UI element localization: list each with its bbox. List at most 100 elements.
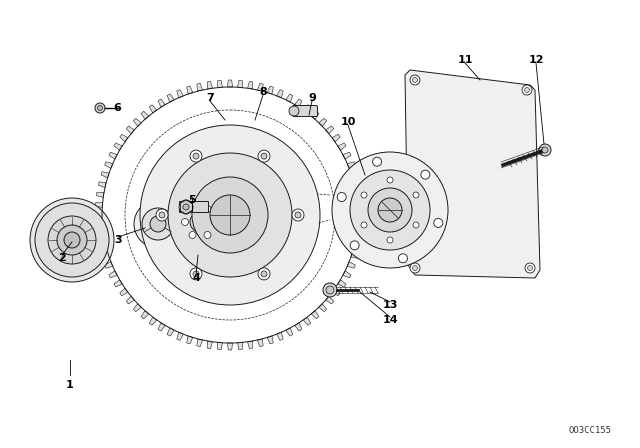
Polygon shape (141, 111, 148, 119)
Circle shape (211, 219, 218, 225)
Circle shape (421, 170, 430, 179)
Polygon shape (177, 90, 183, 98)
Polygon shape (220, 202, 227, 208)
Polygon shape (354, 242, 362, 248)
Polygon shape (237, 80, 243, 88)
Circle shape (183, 204, 189, 210)
Text: 13: 13 (382, 300, 397, 310)
Circle shape (337, 193, 346, 202)
Polygon shape (207, 246, 211, 253)
Polygon shape (120, 288, 128, 296)
Text: 5: 5 (188, 195, 196, 205)
Text: 1: 1 (66, 380, 74, 390)
Circle shape (258, 268, 270, 280)
Circle shape (134, 200, 182, 248)
Circle shape (350, 170, 430, 250)
Polygon shape (158, 323, 165, 331)
Polygon shape (405, 70, 540, 278)
Circle shape (57, 225, 87, 255)
Polygon shape (286, 94, 293, 102)
Polygon shape (267, 336, 273, 344)
Text: 14: 14 (382, 315, 398, 325)
Circle shape (525, 87, 529, 92)
Circle shape (368, 188, 412, 232)
Text: OO3CC155: OO3CC155 (568, 426, 611, 435)
Polygon shape (104, 162, 113, 168)
Circle shape (261, 271, 267, 277)
Polygon shape (311, 111, 319, 119)
Polygon shape (343, 271, 351, 278)
Polygon shape (167, 94, 174, 102)
Polygon shape (97, 233, 104, 238)
Polygon shape (133, 304, 141, 312)
Circle shape (332, 152, 448, 268)
Circle shape (189, 232, 196, 238)
Polygon shape (357, 223, 365, 228)
Circle shape (527, 266, 532, 271)
Circle shape (140, 125, 320, 305)
Polygon shape (343, 152, 351, 159)
Circle shape (93, 78, 367, 352)
Polygon shape (149, 317, 157, 325)
Polygon shape (338, 143, 346, 150)
Polygon shape (357, 202, 365, 207)
Circle shape (387, 177, 393, 183)
Text: 9: 9 (308, 93, 316, 103)
Polygon shape (326, 296, 334, 304)
Text: 6: 6 (113, 103, 121, 113)
Polygon shape (187, 336, 193, 344)
Circle shape (361, 222, 367, 228)
Circle shape (204, 232, 211, 238)
Polygon shape (197, 83, 203, 91)
Circle shape (179, 200, 193, 214)
Circle shape (378, 198, 402, 222)
Polygon shape (286, 328, 293, 336)
Polygon shape (109, 271, 117, 278)
Polygon shape (95, 223, 102, 228)
Polygon shape (326, 126, 334, 134)
Polygon shape (216, 198, 222, 203)
Text: 7: 7 (206, 93, 214, 103)
Polygon shape (183, 194, 188, 200)
Polygon shape (354, 182, 362, 188)
Text: 12: 12 (528, 55, 544, 65)
Polygon shape (332, 134, 340, 142)
FancyBboxPatch shape (179, 202, 209, 212)
Polygon shape (173, 202, 180, 208)
Polygon shape (276, 90, 284, 98)
Circle shape (410, 263, 420, 273)
Circle shape (190, 268, 202, 280)
Polygon shape (95, 202, 102, 207)
Circle shape (361, 192, 367, 198)
Polygon shape (348, 162, 355, 168)
Polygon shape (226, 220, 232, 224)
Polygon shape (348, 262, 355, 268)
Polygon shape (173, 236, 180, 241)
Polygon shape (227, 343, 232, 350)
Polygon shape (120, 134, 128, 142)
Circle shape (525, 263, 535, 273)
Polygon shape (178, 241, 184, 246)
Circle shape (190, 150, 202, 162)
Circle shape (35, 203, 109, 277)
Polygon shape (196, 248, 198, 254)
Circle shape (189, 206, 196, 212)
Text: 10: 10 (340, 117, 356, 127)
Polygon shape (133, 118, 141, 126)
Circle shape (48, 216, 96, 264)
Polygon shape (141, 310, 148, 319)
Polygon shape (197, 339, 203, 347)
Polygon shape (351, 172, 359, 178)
Circle shape (350, 241, 359, 250)
Circle shape (410, 75, 420, 85)
Polygon shape (227, 80, 232, 87)
Circle shape (95, 103, 105, 113)
Circle shape (258, 150, 270, 162)
Polygon shape (319, 304, 326, 312)
Circle shape (261, 153, 267, 159)
Polygon shape (126, 296, 134, 304)
Polygon shape (104, 262, 113, 268)
Polygon shape (225, 226, 232, 230)
Polygon shape (248, 341, 253, 349)
Text: 8: 8 (259, 87, 267, 97)
